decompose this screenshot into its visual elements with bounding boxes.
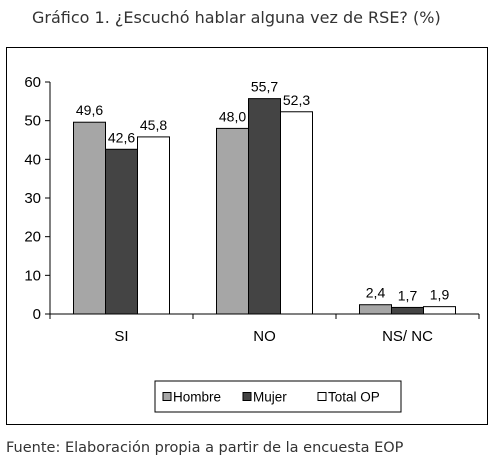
- bar-hombre-1: [216, 127, 249, 315]
- y-tick-label: 50: [24, 113, 41, 130]
- legend-swatch: [162, 392, 172, 401]
- bar-hombre-2: [359, 304, 392, 315]
- y-tick-label: 0: [33, 306, 41, 323]
- data-label: 2,4: [366, 285, 386, 301]
- data-label: 45,8: [140, 117, 167, 133]
- data-label: 1,9: [430, 287, 450, 303]
- bar-total-op-1: [280, 111, 313, 315]
- chart-bars: [73, 98, 456, 315]
- chart-frame: [6, 47, 488, 425]
- data-label: 49,6: [76, 102, 103, 118]
- legend-box: [154, 380, 402, 413]
- data-label: 42,6: [108, 129, 135, 145]
- chart-data-labels: 49,6 42,6 45,8 48,0 55,7 52,3 2,4 1,7 1,9: [76, 79, 450, 304]
- y-tick-label: 10: [24, 267, 41, 284]
- bar-total-op-2: [423, 306, 456, 315]
- x-category-label: SI: [114, 328, 128, 345]
- y-tick-label: 30: [24, 190, 41, 207]
- bar-mujer-1: [248, 98, 281, 315]
- legend-label: Total OP: [328, 390, 380, 405]
- data-label: 52,3: [283, 92, 310, 108]
- chart-legend: Hombre Mujer Total OP: [154, 380, 402, 413]
- bar-mujer-2: [391, 306, 424, 315]
- bar-mujer-0: [105, 148, 138, 315]
- source-note: Fuente: Elaboración propia a partir de l…: [6, 440, 404, 456]
- data-label: 55,7: [251, 79, 278, 95]
- data-label: 48,0: [219, 108, 246, 124]
- x-category-label: NS/ NC: [382, 328, 433, 345]
- bar-total-op-0: [137, 136, 170, 315]
- data-label: 1,7: [398, 287, 418, 303]
- y-tick-label: 40: [24, 151, 41, 168]
- y-tick-label: 60: [24, 74, 41, 91]
- legend-swatch: [242, 392, 252, 401]
- x-category-label: NO: [253, 328, 276, 345]
- chart-title: Gráfico 1. ¿Escuchó hablar alguna vez de…: [32, 8, 441, 27]
- legend-label: Mujer: [253, 390, 287, 405]
- bar-hombre-0: [73, 121, 106, 315]
- legend-label: Hombre: [173, 390, 221, 405]
- legend-swatch: [317, 392, 327, 401]
- y-tick-label: 20: [24, 229, 41, 246]
